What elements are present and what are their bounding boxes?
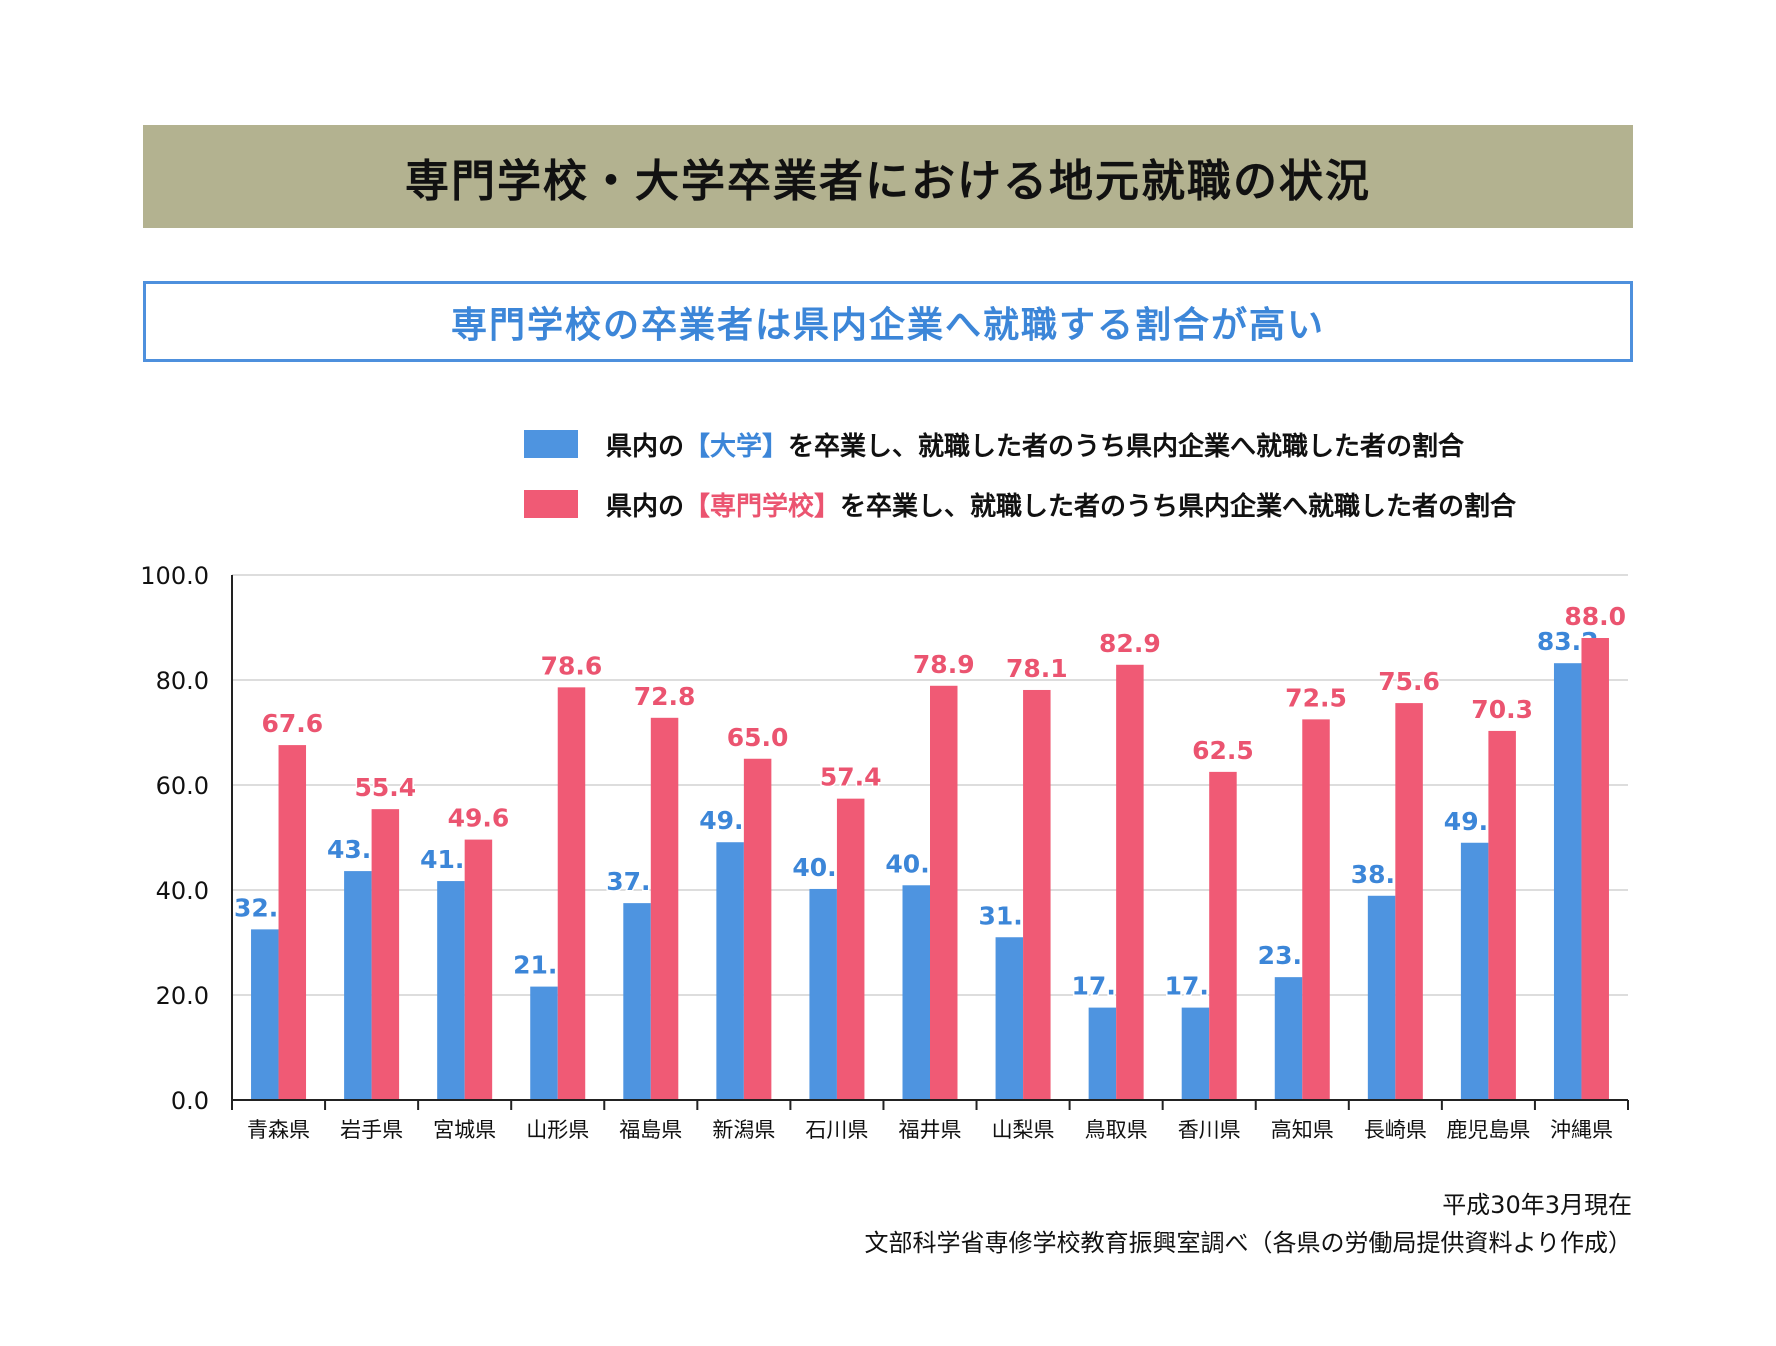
bar-university <box>809 888 837 1100</box>
x-tick-label: 山形県 <box>526 1118 589 1142</box>
bar-vocational <box>278 745 307 1100</box>
legend-prefix: 県内の <box>606 431 685 462</box>
title-banner: 専門学校・大学卒業者における地元就職の状況 <box>143 125 1633 228</box>
bar-vocational <box>1023 689 1051 1100</box>
data-label: 75.6 <box>1378 667 1440 696</box>
bar-vocational <box>836 798 865 1100</box>
legend-suffix: を卒業し、就職した者のうち県内企業へ就職した者の割合 <box>840 491 1517 522</box>
data-label: 78.6 <box>541 651 603 680</box>
bar-university <box>344 871 372 1100</box>
legend-prefix: 県内の <box>606 491 685 522</box>
chart-legend: 県内の【大学】を卒業し、就職した者のうち県内企業へ就職した者の割合 県内の【専門… <box>524 419 1516 539</box>
x-tick-label: 新潟県 <box>712 1118 775 1142</box>
data-label: 82.9 <box>1099 629 1161 658</box>
x-tick-label: 鹿児島県 <box>1446 1118 1530 1142</box>
y-tick-label: 20.0 <box>156 982 209 1010</box>
data-label: 55.4 <box>355 773 417 802</box>
x-tick-label: 岩手県 <box>340 1118 403 1142</box>
legend-label-university: 県内の【大学】を卒業し、就職した者のうち県内企業へ就職した者の割合 <box>606 426 1464 463</box>
bar-university <box>716 842 744 1100</box>
bar-university <box>1088 1007 1117 1100</box>
x-tick-label: 沖縄県 <box>1550 1118 1613 1142</box>
legend-item-university: 県内の【大学】を卒業し、就職した者のうち県内企業へ就職した者の割合 <box>524 419 1516 469</box>
bar-vocational <box>1302 719 1330 1100</box>
bar-vocational <box>1209 771 1237 1100</box>
x-tick-label: 宮城県 <box>433 1118 496 1142</box>
data-label: 72.8 <box>634 682 696 711</box>
legend-highlight-university: 【大学】 <box>684 431 789 462</box>
bar-vocational <box>650 717 679 1100</box>
page-title: 専門学校・大学卒業者における地元就職の状況 <box>405 155 1371 207</box>
x-tick-label: 鳥取県 <box>1085 1118 1148 1142</box>
legend-swatch-university <box>524 430 578 458</box>
bar-university <box>1367 895 1396 1100</box>
legend-suffix: を卒業し、就職した者のうち県内企業へ就職した者の割合 <box>788 431 1465 462</box>
data-label: 70.3 <box>1471 695 1533 724</box>
x-tick-label: 福井県 <box>899 1118 962 1142</box>
data-label: 49.6 <box>448 804 510 833</box>
bar-university <box>623 903 651 1100</box>
data-label: 67.6 <box>261 709 323 738</box>
y-tick-label: 80.0 <box>156 667 209 695</box>
page-subtitle: 専門学校の卒業者は県内企業へ就職する割合が高い <box>450 304 1325 346</box>
bar-university <box>530 986 558 1100</box>
source-date: 平成30年3月現在 <box>1442 1191 1632 1219</box>
data-label: 78.1 <box>1006 654 1068 683</box>
bar-university <box>251 929 279 1100</box>
bar-vocational <box>1488 730 1516 1100</box>
x-tick-label: 石川県 <box>805 1118 868 1142</box>
subtitle-box: 専門学校の卒業者は県内企業へ就職する割合が高い <box>143 281 1633 362</box>
bar-vocational <box>371 809 400 1100</box>
y-tick-label: 40.0 <box>156 877 209 905</box>
bar-vocational <box>930 685 958 1100</box>
data-label: 78.9 <box>913 650 975 679</box>
x-tick-label: 香川県 <box>1178 1118 1241 1142</box>
bar-university <box>902 885 930 1100</box>
x-tick-label: 高知県 <box>1271 1118 1334 1142</box>
x-tick-label: 山梨県 <box>992 1118 1055 1142</box>
legend-item-vocational: 県内の【専門学校】を卒業し、就職した者のうち県内企業へ就職した者の割合 <box>524 479 1516 529</box>
legend-label-vocational: 県内の【専門学校】を卒業し、就職した者のうち県内企業へ就職した者の割合 <box>606 486 1516 523</box>
bar-vocational <box>743 758 772 1100</box>
bar-university <box>437 881 465 1100</box>
x-tick-label: 青森県 <box>247 1118 310 1142</box>
data-label: 57.4 <box>820 763 882 792</box>
bar-university <box>1553 663 1582 1100</box>
x-tick-label: 長崎県 <box>1364 1118 1427 1142</box>
x-tick-label: 福島県 <box>619 1118 682 1142</box>
legend-swatch-vocational <box>524 490 578 518</box>
data-label: 65.0 <box>727 723 789 752</box>
bar-university <box>1181 1007 1210 1100</box>
bar-vocational <box>1581 638 1609 1100</box>
data-label: 72.5 <box>1285 683 1347 712</box>
bar-vocational <box>557 687 586 1100</box>
bar-university <box>1460 842 1489 1100</box>
legend-highlight-vocational: 【専門学校】 <box>684 491 841 522</box>
y-tick-label: 60.0 <box>156 772 209 800</box>
bar-university <box>995 937 1024 1100</box>
bar-vocational <box>1395 703 1423 1100</box>
data-label: 88.0 <box>1564 602 1626 631</box>
bar-university <box>1274 977 1303 1100</box>
source-note: 平成30年3月現在 文部科学省専修学校教育振興室調べ（各県の労働局提供資料より作… <box>864 1186 1632 1262</box>
bar-vocational <box>1116 664 1144 1100</box>
y-tick-label: 100.0 <box>140 562 209 590</box>
data-label: 62.5 <box>1192 736 1254 765</box>
source-citation: 文部科学省専修学校教育振興室調べ（各県の労働局提供資料より作成） <box>864 1229 1632 1257</box>
y-tick-label: 0.0 <box>171 1087 209 1115</box>
bar-vocational <box>464 839 493 1100</box>
